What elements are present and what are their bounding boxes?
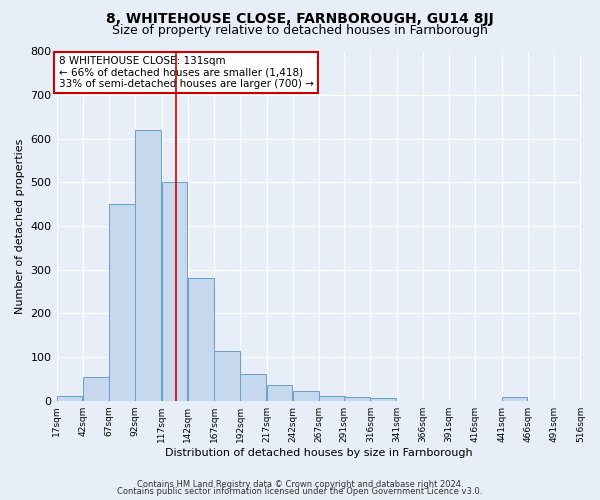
- Bar: [319, 396, 345, 400]
- Bar: [240, 374, 266, 400]
- Bar: [266, 386, 292, 400]
- Bar: [344, 397, 370, 400]
- Bar: [370, 398, 396, 400]
- Text: 8, WHITEHOUSE CLOSE, FARNBOROUGH, GU14 8JJ: 8, WHITEHOUSE CLOSE, FARNBOROUGH, GU14 8…: [106, 12, 494, 26]
- Text: 8 WHITEHOUSE CLOSE: 131sqm
← 66% of detached houses are smaller (1,418)
33% of s: 8 WHITEHOUSE CLOSE: 131sqm ← 66% of deta…: [59, 56, 314, 89]
- Bar: [135, 130, 161, 400]
- Bar: [502, 397, 527, 400]
- Bar: [56, 396, 82, 400]
- Bar: [109, 204, 135, 400]
- Bar: [161, 182, 187, 400]
- Y-axis label: Number of detached properties: Number of detached properties: [15, 138, 25, 314]
- Bar: [293, 391, 319, 400]
- Text: Contains public sector information licensed under the Open Government Licence v3: Contains public sector information licen…: [118, 487, 482, 496]
- Bar: [188, 278, 214, 400]
- Text: Size of property relative to detached houses in Farnborough: Size of property relative to detached ho…: [112, 24, 488, 37]
- Bar: [214, 350, 240, 401]
- Text: Contains HM Land Registry data © Crown copyright and database right 2024.: Contains HM Land Registry data © Crown c…: [137, 480, 463, 489]
- X-axis label: Distribution of detached houses by size in Farnborough: Distribution of detached houses by size …: [165, 448, 472, 458]
- Bar: [83, 376, 109, 400]
